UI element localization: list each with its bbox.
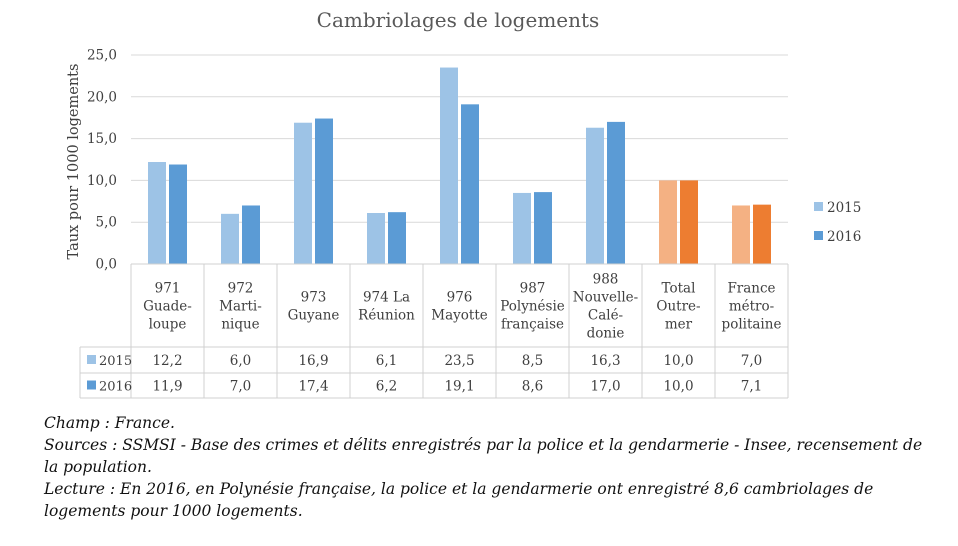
bar-2015 [586, 127, 604, 265]
bar-2016 [461, 104, 479, 264]
table-series-label: 2015 [99, 354, 132, 369]
y-axis-label: Taux pour 1000 logements [66, 64, 82, 260]
data-label-2015: 23,5 [444, 353, 474, 369]
data-label-2016: 11,9 [152, 379, 182, 395]
bar-2016 [534, 192, 552, 264]
y-tick-label: 0,0 [96, 257, 117, 273]
data-label-2016: 6,2 [376, 379, 397, 395]
bar-2016 [680, 180, 698, 264]
y-tick-label: 15,0 [87, 131, 117, 147]
data-label-2015: 8,5 [522, 353, 543, 369]
table-series-label: 2016 [99, 380, 132, 395]
bar-2015 [732, 205, 750, 264]
x-tick-label: Total Outre-mer [656, 281, 700, 333]
table-legend-key-2016 [87, 380, 96, 390]
reading-note: Lecture : En 2016, en Polynésie français… [44, 480, 874, 520]
chart-notes: Champ : France. Sources : SSMSI - Base d… [44, 412, 924, 522]
bar-2015 [367, 213, 385, 264]
data-label-2015: 10,0 [663, 353, 693, 369]
bar-2015 [440, 67, 458, 264]
bar-2016 [388, 212, 406, 264]
x-tick-label: 976 Mayotte [431, 290, 487, 324]
data-label-2016: 17,4 [298, 379, 328, 395]
bar-2016 [169, 164, 187, 264]
legend-label: 2016 [827, 229, 861, 245]
bar-2015 [148, 162, 166, 264]
x-tick-label: 972 Marti-nique [219, 281, 262, 333]
x-tick-label: 988 Nouvelle-Calé-donie [573, 272, 638, 342]
data-label-2015: 12,2 [152, 353, 182, 369]
y-tick-label: 10,0 [87, 173, 117, 189]
chart: Cambriolages de logements Taux pour 1000 … [66, 8, 861, 399]
data-label-2015: 7,0 [741, 353, 762, 369]
bar-2015 [294, 122, 312, 264]
y-tick-label: 25,0 [87, 48, 117, 64]
chart-title: Cambriolages de logements [317, 8, 600, 32]
bar-2016 [753, 204, 771, 264]
data-label-2016: 19,1 [444, 379, 474, 395]
x-tick-label: France métro-politaine [722, 281, 782, 333]
bar-2016 [315, 118, 333, 264]
data-label-2016: 7,1 [741, 379, 762, 395]
data-label-2016: 17,0 [590, 379, 620, 395]
data-label-2016: 8,6 [522, 379, 543, 395]
y-tick-label: 5,0 [96, 215, 117, 231]
data-label-2015: 6,1 [376, 353, 397, 369]
data-label-2015: 16,3 [590, 353, 620, 369]
bar-2015 [659, 180, 677, 264]
legend-label: 2015 [827, 200, 861, 216]
data-label-2015: 6,0 [230, 353, 251, 369]
y-tick-label: 20,0 [87, 89, 117, 105]
bar-2015 [513, 192, 531, 264]
legend-key-2015 [814, 202, 823, 211]
scope-note: Champ : France. [44, 414, 175, 432]
data-label-2015: 16,9 [298, 353, 328, 369]
bar-2015 [221, 213, 239, 264]
data-label-2016: 10,0 [663, 379, 693, 395]
x-tick-label: 974 La Réunion [358, 290, 415, 324]
legend-key-2016 [814, 231, 823, 240]
x-tick-label: 971 Guade-loupe [143, 281, 192, 333]
x-tick-label: 987 Polynésie française [500, 281, 565, 333]
table-legend-key-2015 [87, 355, 96, 364]
x-tick-label: 973 Guyane [288, 290, 340, 324]
data-label-2016: 7,0 [230, 379, 251, 395]
bar-2016 [242, 205, 260, 264]
sources-note: Sources : SSMSI - Base des crimes et dél… [44, 436, 923, 476]
bar-2016 [607, 121, 625, 264]
